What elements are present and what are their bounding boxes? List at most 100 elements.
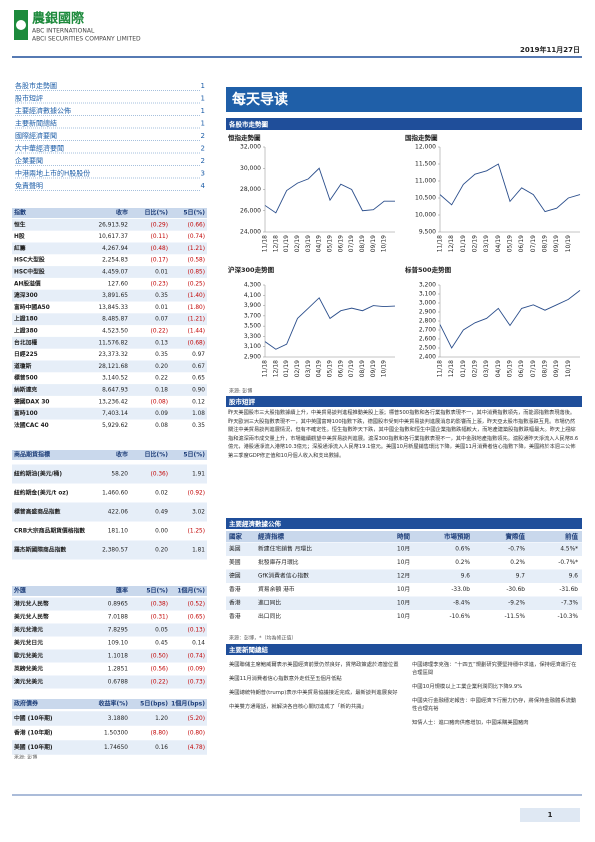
cell: (0.66) bbox=[188, 222, 205, 228]
x-tick-label: 06/19 bbox=[518, 360, 525, 377]
y-tick-label: 3,500 bbox=[244, 323, 261, 330]
row-bg bbox=[12, 597, 207, 611]
column-header: 收市 bbox=[116, 451, 128, 459]
row-bg bbox=[12, 740, 207, 755]
cell: (4.78) bbox=[188, 745, 205, 751]
cell: 10月 bbox=[397, 600, 410, 607]
row-bg bbox=[12, 384, 207, 396]
x-tick-label: 01/19 bbox=[460, 360, 467, 377]
y-tick-label: 2,600 bbox=[419, 336, 436, 343]
cell: (0.17) bbox=[151, 258, 168, 264]
toc-page: 2 bbox=[201, 157, 205, 165]
x-tick-label: 02/19 bbox=[472, 235, 479, 252]
chart-title: 恒指走勢圖 bbox=[228, 133, 261, 142]
news-item: 美國總統特朗普(trump)表示中美貿易協議接近完成，最新談判進展良好 bbox=[229, 690, 398, 696]
cell: 181.10 bbox=[108, 529, 129, 535]
x-tick-label: 12/18 bbox=[272, 235, 279, 252]
cell: 0.67 bbox=[192, 364, 205, 370]
y-tick-label: 2,800 bbox=[419, 318, 436, 325]
row-bg bbox=[226, 596, 582, 610]
toc-page: 2 bbox=[201, 145, 205, 153]
column-header: 國家 bbox=[229, 532, 243, 541]
row-bg bbox=[12, 336, 207, 349]
x-tick-label: 12/18 bbox=[272, 360, 279, 377]
cell: HSC大型股 bbox=[14, 256, 45, 264]
toc-title: 股市短評 bbox=[15, 94, 43, 103]
cell: (0.22) bbox=[151, 329, 168, 335]
column-header: 收益率(%) bbox=[99, 700, 129, 708]
cell: 0.07 bbox=[155, 317, 168, 323]
y-tick-label: 9,500 bbox=[419, 229, 436, 236]
cell: -33.0b bbox=[451, 587, 470, 593]
table-header-bg bbox=[12, 586, 207, 596]
x-tick-label: 03/19 bbox=[305, 235, 312, 252]
cell: 0.90 bbox=[192, 388, 205, 394]
cell: (0.73) bbox=[188, 680, 205, 686]
news-item: 知情人士：進口豬肉供應增加，中國采購美國豬肉 bbox=[412, 720, 529, 726]
cell: 0.22 bbox=[155, 376, 168, 382]
y-tick-label: 2,700 bbox=[419, 327, 436, 334]
cell: 0.65 bbox=[192, 376, 205, 382]
cell: 7.8295 bbox=[108, 628, 129, 634]
x-tick-label: 08/19 bbox=[359, 235, 366, 252]
column-header: 商品期貨指標 bbox=[14, 451, 50, 459]
cell: 恒生 bbox=[14, 220, 26, 228]
cell: 0.18 bbox=[155, 388, 168, 394]
news-item: 中美雙方通電話，就解決各自核心關切達成了「新的共識」 bbox=[229, 704, 367, 710]
main-title: 每天导读 bbox=[232, 91, 288, 108]
cell: 滬深300 bbox=[14, 291, 38, 299]
cell: 貿易余額 港币 bbox=[258, 585, 295, 593]
row-bg bbox=[226, 569, 582, 583]
cell: (0.74) bbox=[188, 654, 205, 660]
y-tick-label: 28,000 bbox=[240, 186, 261, 193]
cell: 0.6% bbox=[455, 547, 470, 553]
section-bar bbox=[226, 518, 582, 529]
toc-page: 1 bbox=[201, 82, 205, 90]
x-tick-label: 01/19 bbox=[460, 235, 467, 252]
x-tick-label: 09/19 bbox=[370, 360, 377, 377]
cell: 7,403.14 bbox=[102, 411, 128, 417]
cell: (0.22) bbox=[151, 680, 168, 686]
cell: -0.7%* bbox=[558, 560, 578, 566]
row-bg bbox=[12, 623, 207, 637]
column-header: 時間 bbox=[397, 532, 411, 541]
cell: (0.36) bbox=[151, 472, 168, 478]
cell: 0.35 bbox=[192, 423, 205, 429]
cell: (5.20) bbox=[188, 716, 205, 722]
cell: 0.35 bbox=[155, 352, 168, 358]
row-bg bbox=[12, 502, 207, 522]
cell: CRB大宗商品期貨價格指數 bbox=[14, 527, 85, 535]
cell: 4.5%* bbox=[560, 547, 578, 553]
x-tick-label: 06/19 bbox=[337, 235, 344, 252]
y-tick-label: 3,300 bbox=[244, 333, 261, 340]
x-tick-label: 11/18 bbox=[437, 360, 444, 377]
cell: (0.25) bbox=[188, 281, 205, 287]
column-header: 收市 bbox=[116, 209, 128, 217]
toc-page: 4 bbox=[201, 182, 206, 190]
row-bg bbox=[12, 464, 207, 484]
x-tick-label: 05/19 bbox=[507, 235, 514, 252]
y-tick-label: 2,500 bbox=[419, 345, 436, 352]
cell: (1.25) bbox=[188, 529, 205, 535]
cell: 0.16 bbox=[155, 745, 168, 751]
cell: 羅杰斯國際商品指數 bbox=[14, 546, 66, 554]
chart-title: 标普500走势图 bbox=[404, 265, 452, 274]
cell: 10月 bbox=[397, 613, 410, 620]
cell: 富時100 bbox=[14, 409, 38, 417]
y-tick-label: 26,000 bbox=[240, 207, 261, 214]
cell: 0.05 bbox=[155, 628, 168, 634]
cell: 納斯達克 bbox=[14, 386, 37, 394]
chart-title: 沪深300走势图 bbox=[228, 265, 275, 274]
y-tick-label: 3,000 bbox=[419, 300, 436, 307]
row-bg bbox=[12, 649, 207, 663]
cell: (1.21) bbox=[188, 246, 205, 252]
cell: 1.81 bbox=[192, 548, 205, 554]
cell: 0.49 bbox=[155, 510, 168, 516]
cell: 0.01 bbox=[155, 270, 168, 276]
cell: 0.20 bbox=[155, 364, 168, 370]
row-bg bbox=[12, 711, 207, 726]
y-tick-label: 2,400 bbox=[419, 354, 436, 361]
cell: 標普500 bbox=[14, 374, 38, 382]
x-tick-label: 09/19 bbox=[553, 235, 560, 252]
